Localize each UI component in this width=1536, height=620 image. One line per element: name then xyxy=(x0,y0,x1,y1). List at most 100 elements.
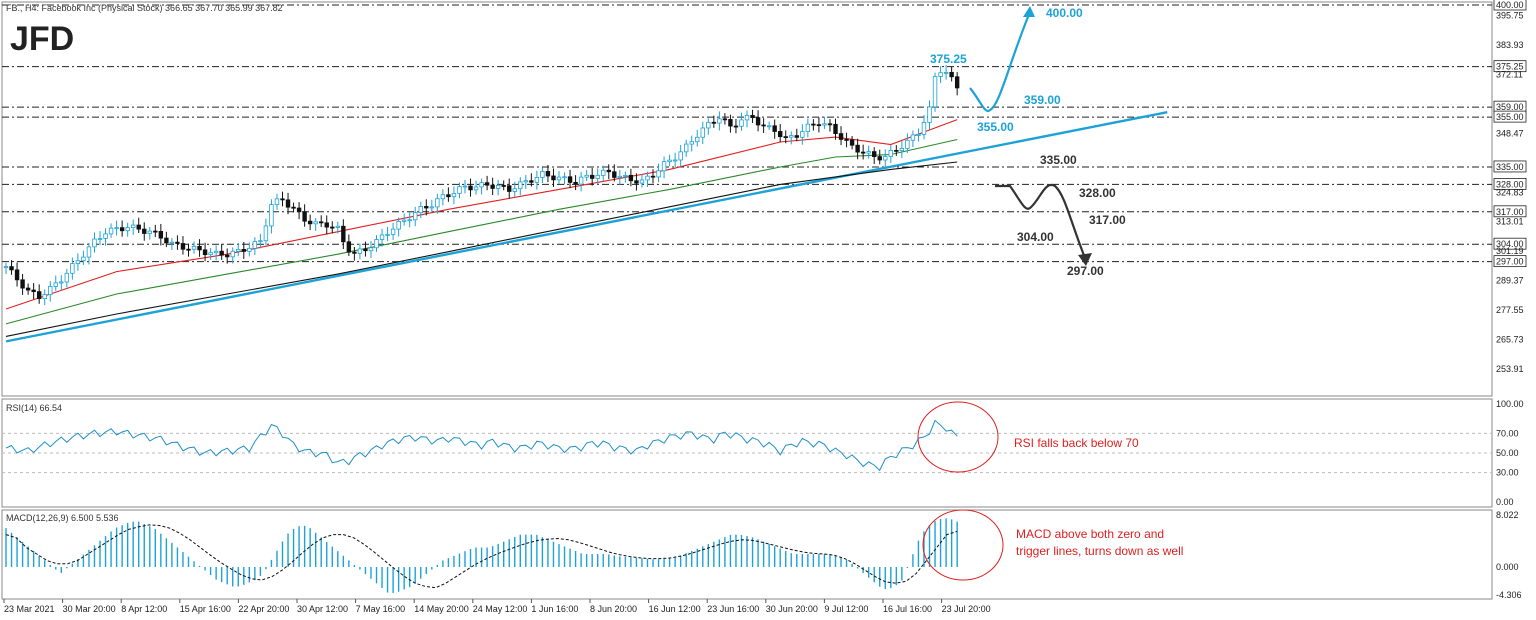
candle-body xyxy=(661,161,667,172)
candle-body xyxy=(136,224,141,230)
symbol-header: FB., H4: Facebook Inc (Physical Stock) 3… xyxy=(6,3,283,13)
candle-body xyxy=(42,294,47,300)
candle-body xyxy=(578,176,584,185)
candle-body xyxy=(142,228,147,234)
time-tick-label: 24 May 12:00 xyxy=(473,604,528,614)
candle-body xyxy=(14,269,20,281)
price-tag-box xyxy=(1493,60,1527,73)
candle-body xyxy=(59,281,64,284)
candle-body xyxy=(822,123,827,126)
macd-highlight-circle xyxy=(922,509,1004,581)
candle-body xyxy=(169,241,175,244)
candle-body xyxy=(761,124,766,127)
candle-body xyxy=(92,238,97,248)
candle-body xyxy=(236,249,241,252)
candle-body xyxy=(374,239,379,249)
candle-body xyxy=(224,254,230,258)
candle-body xyxy=(634,180,639,184)
bear-level-label: 304.00 xyxy=(1017,230,1054,244)
candle-body xyxy=(650,175,656,178)
time-tick-label: 15 Apr 16:00 xyxy=(180,604,231,614)
candle-body xyxy=(241,249,246,252)
trendline-layer xyxy=(5,110,1168,343)
bear-level-label: 328.00 xyxy=(1079,186,1116,200)
candle-body xyxy=(860,151,866,154)
candle-body xyxy=(313,221,318,225)
candle-body xyxy=(352,251,357,254)
candle-body xyxy=(25,287,31,291)
candle-body xyxy=(683,143,689,153)
time-tick-label: 16 Jul 16:00 xyxy=(883,604,932,614)
candle-body xyxy=(435,198,440,208)
price-tick-label: 289.37 xyxy=(1496,276,1524,286)
jfd-logo: JFD xyxy=(10,20,74,58)
rsi-tick-label: 100.00 xyxy=(1496,399,1524,409)
price-tick-label: 359.00 xyxy=(1496,102,1524,112)
candle-body xyxy=(816,124,822,127)
time-tick-label: 1 Jun 16:00 xyxy=(531,604,578,614)
time-tick-label: 23 Jul 20:00 xyxy=(942,604,991,614)
candle-body xyxy=(70,263,75,274)
candle-body xyxy=(280,198,285,201)
candle-body xyxy=(479,182,484,188)
candle-body xyxy=(180,243,186,250)
candle-body xyxy=(827,123,833,126)
candle-body xyxy=(97,238,103,240)
candle-body xyxy=(551,175,556,181)
candle-body xyxy=(258,240,263,243)
candle-body xyxy=(147,230,152,234)
candle-body xyxy=(501,185,506,187)
candle-body xyxy=(108,227,114,235)
bear-scenario-path xyxy=(995,183,1087,259)
rsi-tick-label: 30.00 xyxy=(1496,468,1519,478)
price-tag-box xyxy=(1493,237,1527,250)
candle-body xyxy=(706,121,711,129)
rsi-label: RSI(14) 66.54 xyxy=(6,403,62,413)
candle-body xyxy=(943,71,949,74)
candle-body xyxy=(512,188,517,192)
time-tick-label: 30 Apr 12:00 xyxy=(297,604,348,614)
candle-body xyxy=(247,247,252,252)
candle-body xyxy=(457,186,462,194)
candle-body xyxy=(899,147,905,152)
candle-body xyxy=(562,176,567,179)
macd-tick-label: 8.022 xyxy=(1496,510,1519,520)
candle-body xyxy=(545,171,551,177)
candle-body xyxy=(507,185,512,192)
rsi-tick-label: 70.00 xyxy=(1496,428,1519,438)
rsi-layer: 100.00 70.00 50.00 30.00 0.00 xyxy=(2,399,1524,507)
candle-body xyxy=(490,184,495,189)
candle-body xyxy=(197,245,202,251)
price-tick-label: 383.93 xyxy=(1496,40,1524,50)
time-axis: 23 Mar 2021 30 Mar 20:00 8 Apr 12:00 15 Apr… xyxy=(3,599,991,614)
candle-body xyxy=(695,136,700,143)
candle-body xyxy=(385,233,390,236)
candle-body xyxy=(805,123,811,132)
macd-annotation-line2: trigger lines, turns down as well xyxy=(1016,544,1183,558)
candle-body xyxy=(628,174,634,182)
price-tag-box xyxy=(1493,255,1527,268)
bull-scenario-path xyxy=(969,11,1032,113)
bear-level-label: 297.00 xyxy=(1067,264,1104,278)
candle-body xyxy=(213,250,219,254)
candle-body xyxy=(230,250,235,258)
time-tick-label: 23 Mar 2021 xyxy=(4,604,55,614)
candle-body xyxy=(451,192,457,198)
price-tick-label: 400.00 xyxy=(1496,0,1524,10)
candle-body xyxy=(390,228,396,235)
candle-body xyxy=(672,159,678,162)
candle-body xyxy=(285,199,291,208)
price-tick-label: 348.47 xyxy=(1496,128,1524,138)
candle-body xyxy=(612,171,617,178)
macd-tick-label: 0.000 xyxy=(1496,562,1519,572)
time-tick-label: 16 Jun 12:00 xyxy=(649,604,701,614)
candle-body xyxy=(473,186,479,191)
candle-body xyxy=(429,206,435,209)
candle-body xyxy=(202,249,208,256)
candle-body xyxy=(877,156,882,161)
candle-body xyxy=(667,159,672,163)
macd-annotation-line1: MACD above both zero and xyxy=(1016,527,1164,541)
candle-body xyxy=(20,279,25,289)
candle-body xyxy=(357,248,363,254)
